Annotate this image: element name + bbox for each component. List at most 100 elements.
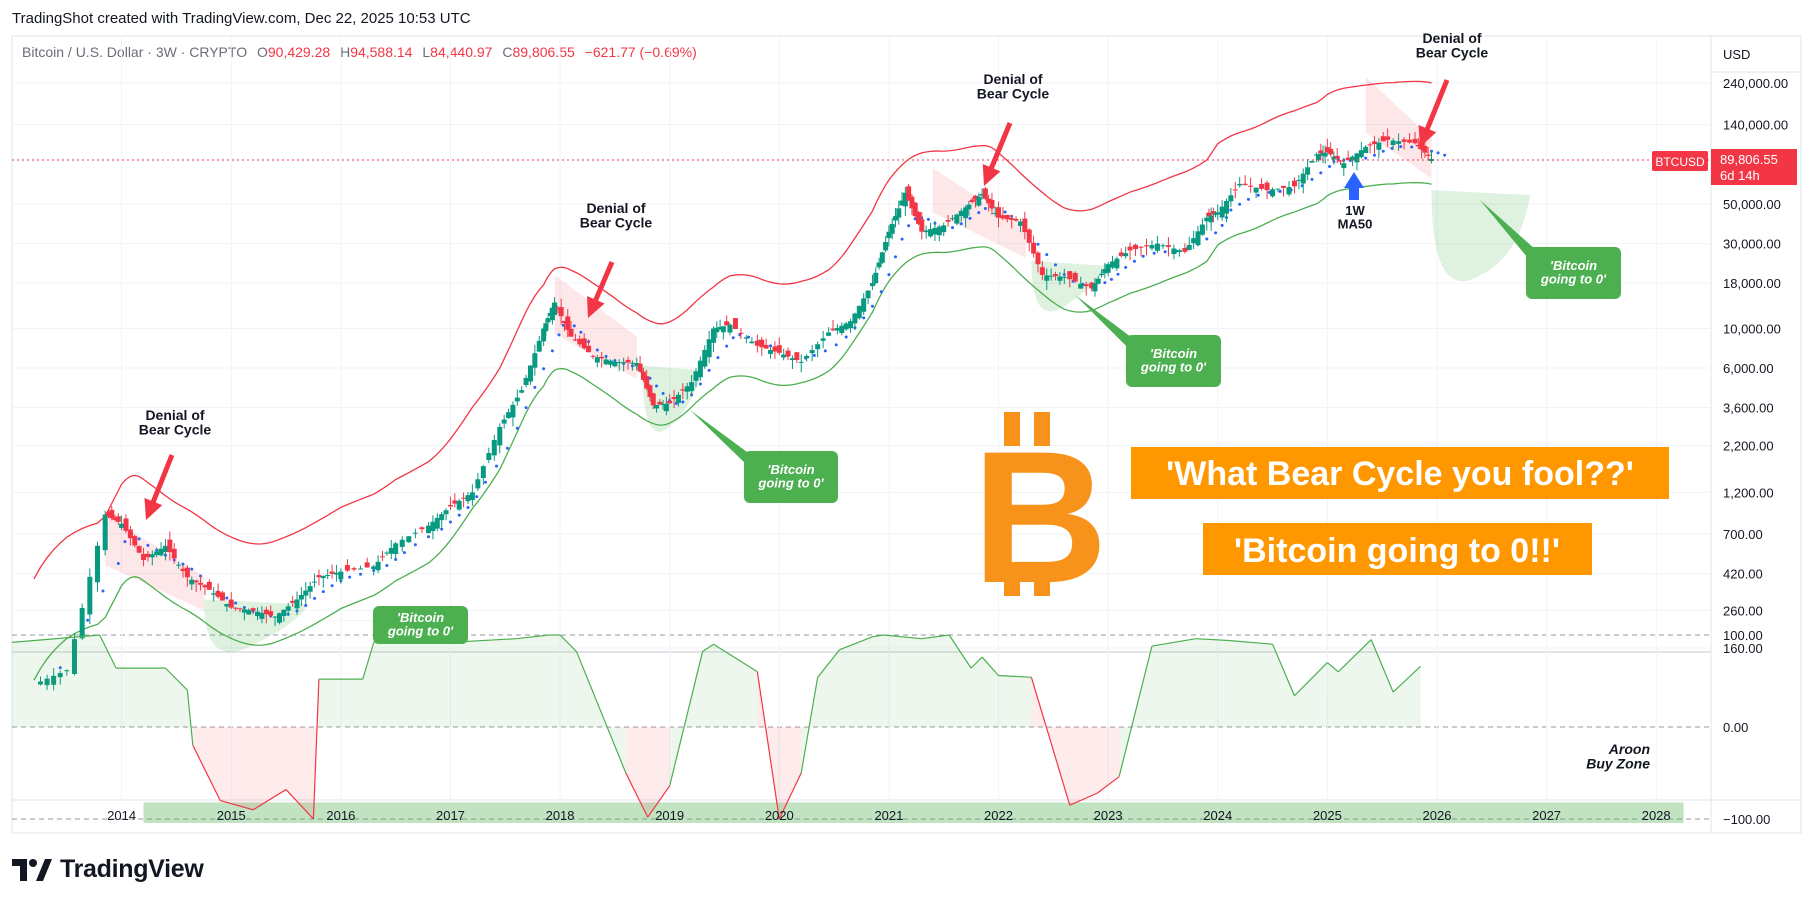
candle-body[interactable] bbox=[1110, 261, 1116, 268]
candle-body[interactable] bbox=[1143, 245, 1149, 247]
candle-body[interactable] bbox=[1316, 154, 1322, 161]
candle-body[interactable] bbox=[561, 320, 567, 324]
candle-body[interactable] bbox=[1281, 185, 1287, 188]
price-axis[interactable]: 240,000.00 140,000.00 50,000.00 30,000.00 18… bbox=[1723, 76, 1788, 827]
candle-body[interactable] bbox=[552, 302, 558, 315]
candle-body[interactable] bbox=[671, 397, 677, 400]
candle-body[interactable] bbox=[749, 341, 755, 344]
candle-body[interactable] bbox=[1350, 156, 1356, 161]
candle-body[interactable] bbox=[141, 553, 147, 560]
candle-body[interactable] bbox=[663, 403, 669, 412]
candle-body[interactable] bbox=[768, 350, 774, 354]
candle-body[interactable] bbox=[184, 567, 190, 578]
candle-body[interactable] bbox=[1415, 144, 1421, 147]
candle-body[interactable] bbox=[1171, 248, 1177, 255]
candle-body[interactable] bbox=[644, 376, 650, 389]
candle-body[interactable] bbox=[637, 363, 643, 372]
candle-body[interactable] bbox=[263, 609, 269, 615]
candle-body[interactable] bbox=[536, 340, 542, 352]
candle-body[interactable] bbox=[714, 327, 720, 333]
candle-body[interactable] bbox=[976, 196, 982, 206]
price-tick-label[interactable]: 30,000.00 bbox=[1723, 237, 1781, 252]
candle-body[interactable] bbox=[338, 571, 344, 580]
candle-body[interactable] bbox=[109, 509, 115, 519]
candle-body[interactable] bbox=[625, 359, 631, 363]
candle-body[interactable] bbox=[1224, 200, 1230, 214]
time-tick-label[interactable]: 2019 bbox=[655, 808, 684, 823]
candle-body[interactable] bbox=[241, 609, 247, 613]
price-tick-label[interactable]: 260.00 bbox=[1723, 603, 1763, 618]
candle-body[interactable] bbox=[1114, 258, 1120, 269]
candle-body[interactable] bbox=[763, 344, 769, 349]
candle-body[interactable] bbox=[856, 305, 862, 319]
candle-body[interactable] bbox=[1390, 140, 1396, 145]
candle-body[interactable] bbox=[545, 318, 551, 323]
candle-body[interactable] bbox=[158, 548, 164, 556]
candle-body[interactable] bbox=[1044, 275, 1050, 281]
candle-body[interactable] bbox=[37, 681, 43, 685]
candle-body[interactable] bbox=[621, 362, 627, 364]
candle-body[interactable] bbox=[1000, 215, 1006, 219]
candle-body[interactable] bbox=[954, 214, 960, 224]
candle-body[interactable] bbox=[820, 338, 826, 341]
candle-body[interactable] bbox=[724, 321, 730, 326]
candle-body[interactable] bbox=[889, 223, 895, 234]
candle-body[interactable] bbox=[1067, 271, 1073, 280]
candle-body[interactable] bbox=[966, 204, 972, 210]
tradingview-logo[interactable]: TradingView bbox=[12, 855, 204, 884]
candle-body[interactable] bbox=[1176, 250, 1182, 253]
candle-body[interactable] bbox=[176, 564, 182, 566]
candle-body[interactable] bbox=[298, 594, 304, 600]
candle-body[interactable] bbox=[136, 546, 142, 553]
candle-body[interactable] bbox=[1004, 214, 1010, 220]
candle-body[interactable] bbox=[1026, 229, 1032, 243]
time-tick-label[interactable]: 2017 bbox=[436, 808, 465, 823]
candle-body[interactable] bbox=[586, 345, 592, 353]
candle-body[interactable] bbox=[830, 328, 836, 331]
candle-body[interactable] bbox=[711, 328, 717, 343]
candle-body[interactable] bbox=[809, 350, 815, 354]
candle-body[interactable] bbox=[228, 599, 234, 608]
time-tick-label[interactable]: 2022 bbox=[984, 808, 1013, 823]
candle-body[interactable] bbox=[1259, 183, 1265, 189]
candle-body[interactable] bbox=[461, 497, 467, 499]
candle-body[interactable] bbox=[419, 527, 425, 530]
candle-body[interactable] bbox=[379, 556, 385, 558]
candle-body[interactable] bbox=[650, 393, 656, 406]
candle-body[interactable] bbox=[1338, 160, 1344, 162]
candle-body[interactable] bbox=[607, 360, 613, 365]
candle-body[interactable] bbox=[1092, 283, 1098, 292]
candle-body[interactable] bbox=[1296, 179, 1302, 181]
candle-body[interactable] bbox=[329, 571, 335, 574]
candle-body[interactable] bbox=[1396, 141, 1402, 144]
time-tick-label[interactable]: 2023 bbox=[1094, 808, 1123, 823]
candle-body[interactable] bbox=[693, 371, 699, 381]
candle-body[interactable] bbox=[923, 230, 929, 233]
candle-body[interactable] bbox=[465, 495, 471, 502]
candle-body[interactable] bbox=[358, 568, 364, 570]
aroon-indicator[interactable] bbox=[11, 634, 1684, 823]
candle-body[interactable] bbox=[1428, 158, 1434, 162]
candle-body[interactable] bbox=[963, 207, 969, 219]
candle-body[interactable] bbox=[57, 673, 63, 678]
candle-body[interactable] bbox=[384, 552, 390, 554]
candle-body[interactable] bbox=[1099, 273, 1105, 276]
candle-body[interactable] bbox=[255, 611, 261, 617]
price-tick-label[interactable]: 700.00 bbox=[1723, 527, 1763, 542]
candle-body[interactable] bbox=[112, 517, 118, 521]
candle-body[interactable] bbox=[1318, 150, 1324, 154]
candle-body[interactable] bbox=[1191, 238, 1197, 244]
candle-body[interactable] bbox=[1133, 244, 1139, 250]
time-tick-label[interactable]: 2021 bbox=[874, 808, 903, 823]
candle-body[interactable] bbox=[1105, 264, 1111, 273]
candle-body[interactable] bbox=[268, 611, 274, 616]
candle-body[interactable] bbox=[1206, 212, 1212, 217]
candle-body[interactable] bbox=[480, 466, 486, 479]
candle-body[interactable] bbox=[834, 327, 840, 331]
candle-body[interactable] bbox=[1341, 163, 1347, 169]
candle-body[interactable] bbox=[689, 382, 695, 392]
candle-body[interactable] bbox=[776, 345, 782, 353]
candle-body[interactable] bbox=[1149, 244, 1155, 249]
time-tick-label[interactable]: 2026 bbox=[1423, 808, 1452, 823]
candle-body[interactable] bbox=[105, 512, 111, 517]
